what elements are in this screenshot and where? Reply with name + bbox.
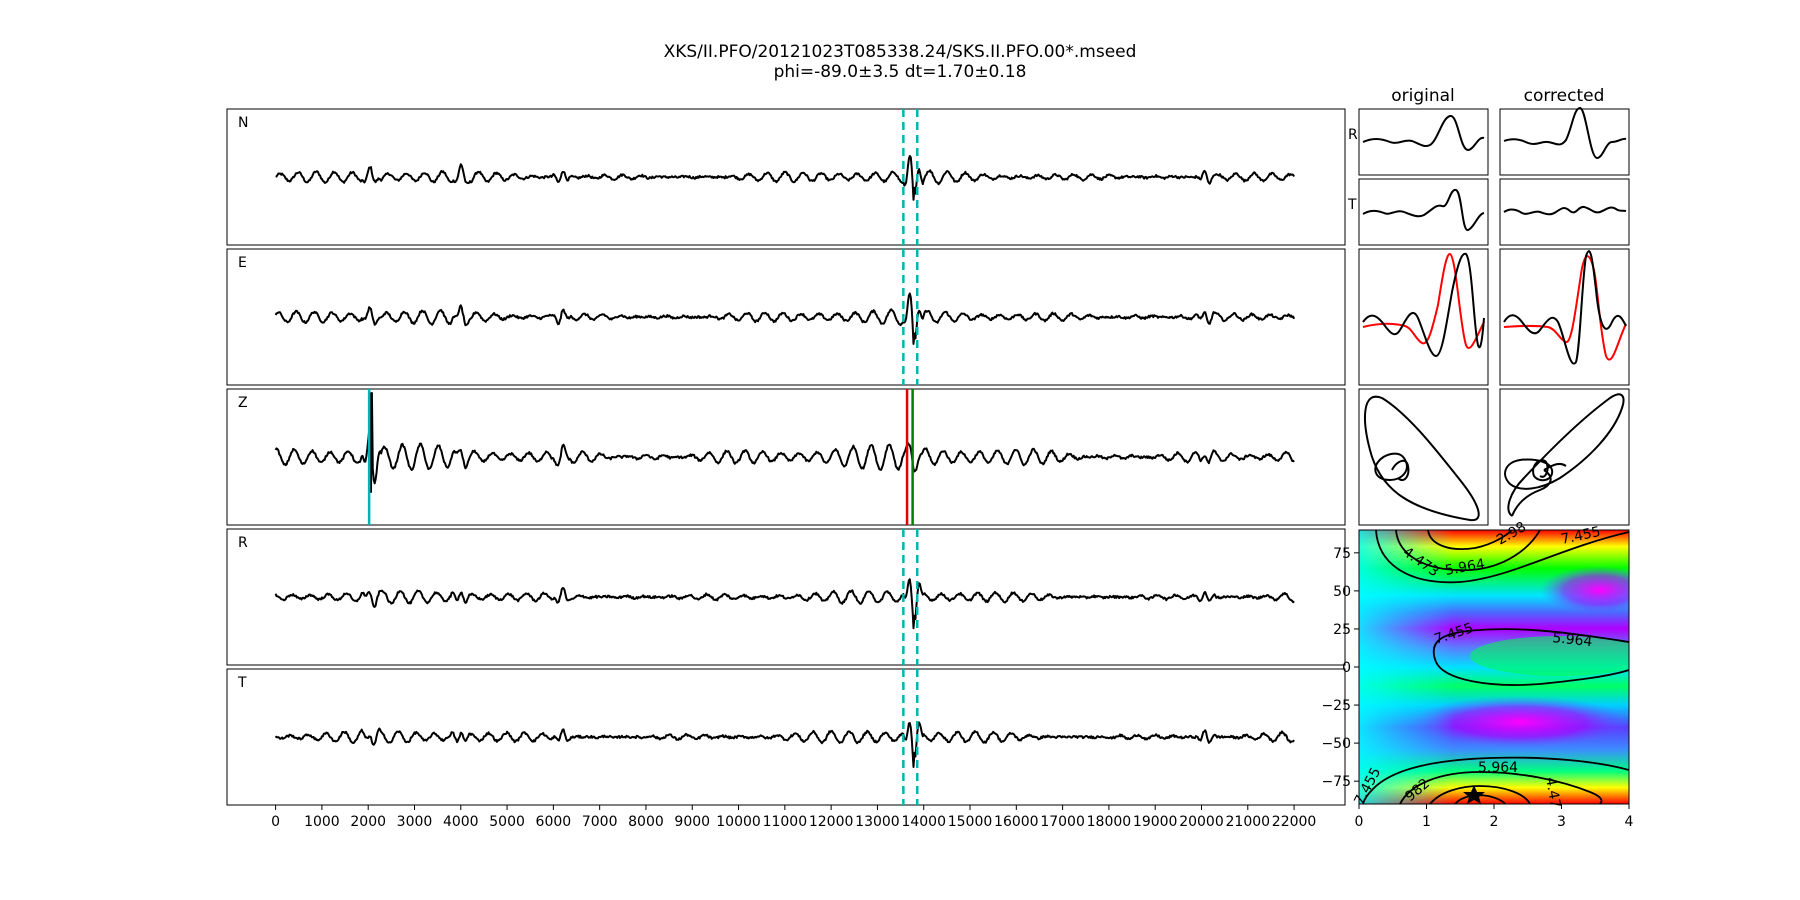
seismogram-panel-z: Z — [226, 388, 1346, 526]
seismogram-panel-n: N — [226, 108, 1346, 246]
contour-label: 5.964 — [1478, 760, 1518, 776]
waveform-comparison-panels: R T — [1347, 107, 1630, 526]
contour-label: 5.964 — [1444, 556, 1486, 579]
x-tick-label: 3 — [1557, 814, 1566, 830]
column-title-original: original — [1391, 86, 1455, 106]
x-tick-label: 4000 — [443, 814, 479, 830]
original-r-waveform — [1362, 115, 1485, 151]
panel-frame — [226, 668, 1346, 806]
x-tick-label: 0 — [271, 814, 280, 830]
contour-line — [1399, 771, 1603, 804]
x-tick-label: 1000 — [304, 814, 340, 830]
figure-title: XKS/II.PFO/20121023T085338.24/SKS.II.PFO… — [664, 42, 1137, 62]
y-tick-label: 50 — [1333, 584, 1351, 600]
panel-label: N — [238, 115, 248, 131]
panel-frame — [226, 528, 1346, 666]
x-tick-label: 16000 — [994, 814, 1039, 830]
y-tick-label: 25 — [1333, 622, 1351, 638]
seismogram-panel-t: T — [226, 668, 1346, 806]
corrected-particle-motion — [1504, 393, 1625, 517]
error-surface-axes: 0 1 2 3 4 75 50 25 0 −25 −50 −75 — [1321, 546, 1633, 830]
corrected-r-frame — [1499, 108, 1630, 176]
contour-line — [1454, 794, 1506, 804]
original-particle-motion-frame — [1358, 388, 1489, 526]
panel-frame — [226, 248, 1346, 386]
y-tick-label: 0 — [1342, 660, 1351, 676]
seismogram-panel-e: E — [226, 248, 1346, 386]
contour-line — [1375, 530, 1629, 584]
seismogram-trace — [275, 155, 1295, 201]
x-tick-label: 7000 — [582, 814, 618, 830]
y-tick-label: −75 — [1321, 774, 1351, 790]
x-tick-label: 2000 — [350, 814, 386, 830]
x-tick-label: 9000 — [674, 814, 710, 830]
y-tick-label: −50 — [1321, 736, 1351, 752]
x-tick-label: 0 — [1355, 814, 1364, 830]
corrected-particle-motion-frame — [1499, 388, 1630, 526]
corrected-r-waveform — [1503, 107, 1627, 159]
x-tick-label: 6000 — [536, 814, 572, 830]
x-tick-label: 13000 — [855, 814, 900, 830]
panel-label: Z — [238, 395, 248, 411]
panel-frame — [226, 388, 1346, 526]
panel-label: T — [237, 675, 247, 691]
seismogram-x-axis: 0 1000 2000 3000 4000 5000 6000 7000 8000 9000 100… — [271, 805, 1316, 830]
row-label-t: T — [1347, 197, 1357, 213]
corrected-t-frame — [1499, 178, 1630, 246]
x-tick-label: 15000 — [948, 814, 993, 830]
corrected-slow-waveform — [1503, 255, 1627, 361]
x-tick-label: 17000 — [1040, 814, 1085, 830]
best-fit-star-icon — [1463, 785, 1485, 804]
row-label-r: R — [1348, 127, 1358, 143]
panel-frame — [226, 108, 1346, 246]
x-tick-label: 10000 — [716, 814, 761, 830]
corrected-fast-waveform — [1503, 250, 1627, 365]
x-tick-label: 12000 — [809, 814, 854, 830]
panel-label: R — [238, 535, 248, 551]
x-tick-label: 2 — [1490, 814, 1499, 830]
original-fast-slow-frame — [1358, 248, 1489, 386]
x-tick-label: 11000 — [763, 814, 808, 830]
column-title-corrected: corrected — [1524, 86, 1605, 106]
x-tick-label: 14000 — [901, 814, 946, 830]
y-tick-label: −25 — [1321, 698, 1351, 714]
x-tick-label: 3000 — [397, 814, 433, 830]
contour-line — [1427, 530, 1513, 550]
contour-line — [1362, 756, 1629, 804]
contour-line — [1395, 530, 1541, 571]
seismogram-trace — [274, 578, 1295, 630]
figure-subtitle: phi=-89.0±3.5 dt=1.70±0.18 — [774, 62, 1027, 82]
seismogram-panel-r: R — [226, 528, 1346, 666]
original-t-waveform — [1362, 189, 1485, 232]
contour-label: 4.47 — [1542, 776, 1563, 809]
original-t-frame — [1358, 178, 1489, 246]
corrected-t-waveform — [1503, 205, 1627, 216]
original-r-frame — [1358, 108, 1489, 176]
x-tick-label: 19000 — [1133, 814, 1178, 830]
x-tick-label: 18000 — [1087, 814, 1132, 830]
original-slow-waveform — [1362, 252, 1485, 349]
original-particle-motion — [1364, 395, 1480, 522]
x-tick-label: 21000 — [1226, 814, 1271, 830]
seismogram-panels: N E Z R T — [226, 108, 1346, 806]
original-fast-waveform — [1362, 252, 1485, 357]
x-tick-label: 1 — [1422, 814, 1431, 830]
seismogram-trace — [274, 292, 1296, 345]
contour-line — [1429, 785, 1531, 804]
error-surface: 2.98 4.473 5.964 7.455 7.455 5.964 5.964… — [1351, 519, 1630, 809]
x-tick-label: 5000 — [489, 814, 525, 830]
seismogram-trace — [274, 392, 1295, 493]
seismogram-trace — [274, 721, 1295, 768]
contour-label: 5.964 — [1552, 630, 1594, 650]
corrected-fast-slow-frame — [1499, 248, 1630, 386]
contour-line — [1432, 628, 1629, 686]
y-tick-label: 75 — [1333, 546, 1351, 562]
x-tick-label: 20000 — [1179, 814, 1224, 830]
x-tick-label: 22000 — [1272, 814, 1317, 830]
x-tick-label: 8000 — [628, 814, 664, 830]
x-tick-label: 4 — [1625, 814, 1634, 830]
panel-label: E — [238, 255, 247, 271]
